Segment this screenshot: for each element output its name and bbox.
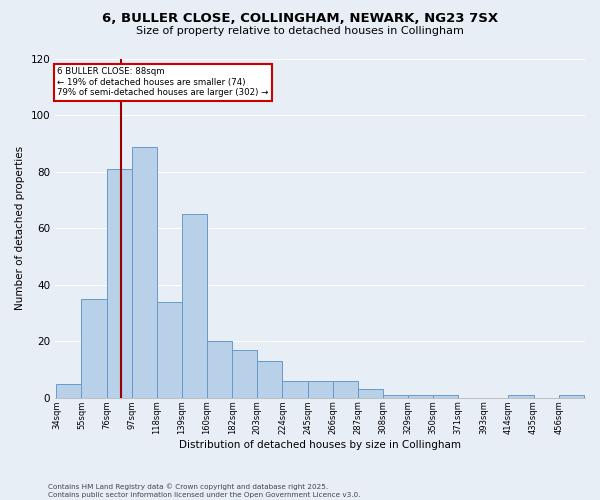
- Bar: [157, 302, 182, 398]
- Text: Size of property relative to detached houses in Collingham: Size of property relative to detached ho…: [136, 26, 464, 36]
- Bar: [257, 361, 283, 398]
- Bar: [408, 395, 433, 398]
- Text: Contains HM Land Registry data © Crown copyright and database right 2025.
Contai: Contains HM Land Registry data © Crown c…: [48, 484, 361, 498]
- Bar: [332, 381, 358, 398]
- Bar: [358, 390, 383, 398]
- Bar: [182, 214, 207, 398]
- Text: 6, BULLER CLOSE, COLLINGHAM, NEWARK, NG23 7SX: 6, BULLER CLOSE, COLLINGHAM, NEWARK, NG2…: [102, 12, 498, 26]
- Bar: [283, 381, 308, 398]
- Bar: [308, 381, 332, 398]
- Bar: [383, 395, 408, 398]
- Bar: [207, 342, 232, 398]
- Bar: [433, 395, 458, 398]
- Bar: [132, 146, 157, 398]
- Bar: [82, 299, 107, 398]
- Bar: [559, 395, 584, 398]
- X-axis label: Distribution of detached houses by size in Collingham: Distribution of detached houses by size …: [179, 440, 461, 450]
- Bar: [232, 350, 257, 398]
- Bar: [508, 395, 533, 398]
- Y-axis label: Number of detached properties: Number of detached properties: [15, 146, 25, 310]
- Bar: [56, 384, 82, 398]
- Text: 6 BULLER CLOSE: 88sqm
← 19% of detached houses are smaller (74)
79% of semi-deta: 6 BULLER CLOSE: 88sqm ← 19% of detached …: [57, 68, 268, 98]
- Bar: [107, 169, 132, 398]
